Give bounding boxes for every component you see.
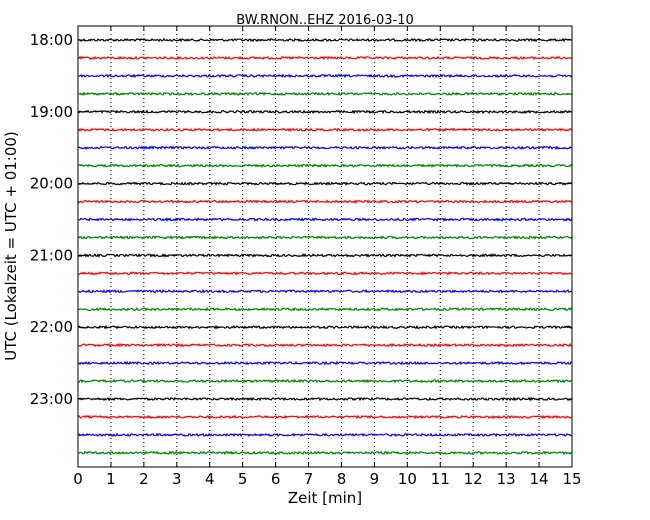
traces [77,37,573,456]
trace-2130 [77,288,573,294]
trace-2000 [77,181,573,186]
x-tick-label: 15 [562,470,581,488]
trace-2345 [77,450,573,456]
y-tick-label: 18:00 [30,31,73,49]
trace-2145 [77,306,573,312]
trace-1815 [77,55,573,61]
trace-2245 [77,378,573,384]
x-tick-label: 6 [271,470,281,488]
trace-2300 [77,396,573,402]
x-tick-label: 11 [431,470,450,488]
trace-2315 [77,414,573,420]
trace-1915 [77,127,573,133]
trace-1945 [77,163,573,168]
x-axis-label: Zeit [min] [288,489,362,507]
x-tick-label: 8 [337,470,347,488]
x-tick-label: 3 [172,470,182,488]
trace-2330 [77,432,573,438]
trace-1800 [77,37,573,43]
y-tick-label: 19:00 [30,103,73,121]
x-tick-label: 5 [238,470,248,488]
y-tick-label: 20:00 [30,175,73,193]
x-tick-label: 13 [497,470,516,488]
x-tick-label: 1 [106,470,116,488]
x-tick-label: 0 [73,470,83,488]
x-tick-label: 14 [530,470,549,488]
trace-2215 [77,342,573,348]
trace-2045 [77,235,573,240]
trace-2115 [77,270,573,276]
x-tick-label: 7 [304,470,314,488]
x-tick-label: 12 [464,470,483,488]
trace-1845 [77,91,573,97]
trace-2030 [77,217,573,222]
x-axis: 0 1 2 3 4 5 6 7 8 9 10 11 12 13 14 15 [73,26,582,488]
chart-title: BW.RNON..EHZ 2016-03-10 [236,13,414,28]
x-tick-label: 10 [398,470,417,488]
trace-2230 [77,360,573,366]
plot-frame [77,25,573,468]
x-tick-label: 4 [205,470,215,488]
y-tick-label: 21:00 [30,246,73,264]
y-axis-label: UTC (Lokalzeit = UTC + 01:00) [2,131,20,361]
x-tick-label: 9 [370,470,380,488]
trace-1930 [77,145,573,150]
trace-1830 [77,73,573,79]
y-tick-label: 22:00 [30,318,73,336]
y-tick-label: 23:00 [30,390,73,408]
trace-1900 [77,109,573,115]
y-axis: 18:00 19:00 20:00 21:00 22:00 23:00 [30,31,572,408]
trace-2015 [77,199,573,204]
trace-2100 [77,253,573,258]
trace-2200 [77,324,573,330]
grid [110,26,540,467]
x-tick-label: 2 [139,470,149,488]
